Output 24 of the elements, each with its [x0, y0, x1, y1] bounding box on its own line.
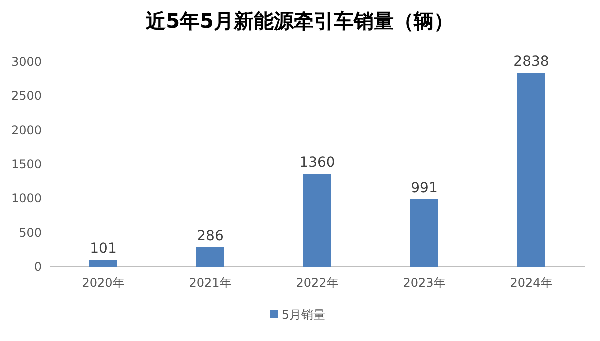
x-tick-label: 2023年 [403, 276, 446, 290]
y-tick-label: 1500 [11, 158, 42, 172]
bar [304, 174, 332, 267]
y-tick-label: 2000 [11, 123, 42, 138]
data-label: 991 [411, 180, 438, 196]
y-tick-label: 1000 [11, 192, 42, 206]
bar [90, 260, 118, 267]
y-tick-label: 2500 [11, 89, 42, 104]
x-tick-label: 2024年 [510, 276, 553, 290]
x-tick-label: 2022年 [296, 276, 339, 290]
y-tick-label: 0 [34, 260, 42, 274]
bar [196, 247, 224, 267]
bar [518, 73, 546, 267]
chart-title: 近5年5月新能源牵引车销量（辆） [145, 9, 454, 33]
y-tick-label: 3000 [11, 55, 42, 69]
bar [410, 199, 438, 267]
data-label: 101 [90, 241, 117, 258]
x-tick-label: 2021年 [189, 276, 232, 290]
data-label: 2838 [514, 54, 550, 70]
legend-label: 5月销量 [282, 308, 326, 322]
data-label: 1360 [300, 155, 336, 172]
y-tick-label: 500 [19, 226, 42, 240]
data-label: 286 [197, 228, 224, 244]
x-tick-label: 2020年 [82, 276, 125, 290]
